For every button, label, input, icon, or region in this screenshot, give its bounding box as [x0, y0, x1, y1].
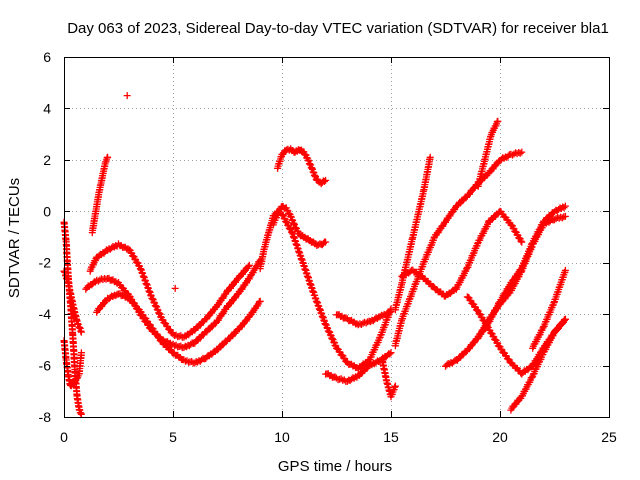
data-point	[169, 340, 177, 348]
x-tick-label: 10	[274, 429, 290, 445]
data-point	[309, 168, 317, 176]
y-tick-label: -6	[39, 358, 52, 374]
chart-title: Day 063 of 2023, Sidereal Day-to-day VTE…	[67, 20, 609, 37]
data-point	[288, 229, 296, 237]
data-point	[326, 331, 334, 339]
x-tick-label: 0	[60, 429, 68, 445]
data-point	[391, 382, 399, 390]
y-tick-label: 2	[43, 152, 51, 168]
data-point	[561, 202, 569, 210]
data-point	[77, 349, 85, 357]
data-point	[123, 92, 131, 100]
data-point	[517, 237, 525, 245]
data-point	[387, 308, 395, 316]
x-tick-label: 25	[601, 429, 617, 445]
data-point	[391, 383, 399, 391]
y-tick-label: -8	[39, 409, 52, 425]
data-point	[322, 176, 330, 184]
data-points-layer	[60, 92, 569, 418]
data-point	[155, 310, 163, 317]
data-point	[290, 220, 298, 228]
data-point	[516, 149, 524, 157]
data-point	[169, 330, 177, 338]
data-point	[180, 356, 188, 364]
data-point	[104, 153, 112, 161]
y-tick-label: 0	[43, 203, 51, 219]
data-point	[150, 298, 158, 306]
data-point	[244, 263, 252, 270]
data-point	[256, 297, 264, 305]
data-point	[75, 323, 83, 331]
data-point	[328, 335, 336, 343]
data-point	[517, 266, 525, 273]
plot-frame	[64, 57, 610, 418]
y-tick-labels: -8 -6 -4 -2 0 2 4 6	[39, 49, 52, 425]
data-point	[102, 275, 110, 283]
data-point	[77, 410, 85, 418]
data-point	[306, 160, 314, 168]
data-point	[324, 327, 332, 335]
y-tick-label: 6	[43, 49, 51, 65]
x-axis-label: GPS time / hours	[278, 458, 392, 475]
data-point	[387, 349, 395, 357]
y-tick-label: -4	[39, 306, 52, 322]
data-point	[333, 374, 340, 382]
data-point	[322, 320, 330, 328]
data-point	[386, 350, 394, 358]
data-point	[561, 315, 569, 323]
x-tick-label: 15	[383, 429, 399, 445]
data-point	[171, 284, 179, 292]
x-tick-label: 20	[492, 429, 508, 445]
grid-layer	[64, 57, 609, 417]
data-point	[151, 302, 159, 310]
data-point	[386, 309, 394, 317]
data-point	[518, 148, 526, 156]
data-point	[426, 153, 434, 161]
data-point	[183, 357, 191, 365]
y-tick-label: 4	[43, 100, 51, 116]
data-point	[337, 375, 345, 383]
x-tick-label: 5	[169, 429, 177, 445]
data-point	[494, 117, 502, 125]
data-point	[561, 266, 569, 274]
data-point	[560, 204, 568, 212]
data-point	[172, 331, 180, 339]
x-tick-labels: 0 5 10 15 20 25	[60, 429, 617, 445]
y-axis-label: SDTVAR / TECUs	[6, 178, 23, 298]
data-point	[322, 238, 330, 246]
data-point	[463, 265, 471, 273]
ticks-layer	[64, 57, 610, 418]
data-point	[155, 309, 163, 317]
data-point	[518, 238, 526, 246]
data-point	[172, 341, 180, 349]
data-point	[558, 214, 566, 222]
data-point	[321, 178, 328, 185]
y-tick-label: -2	[39, 255, 52, 271]
data-point	[153, 306, 161, 313]
data-point	[528, 374, 536, 382]
data-point	[560, 317, 568, 324]
data-point	[561, 212, 569, 220]
data-point	[245, 261, 253, 269]
data-point	[328, 334, 336, 342]
data-point	[77, 328, 85, 336]
